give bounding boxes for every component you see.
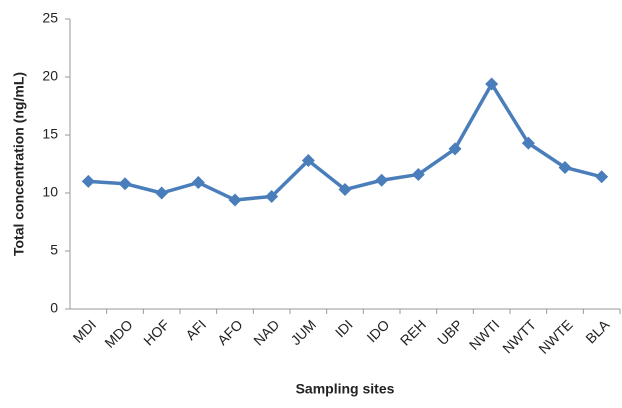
marker bbox=[265, 189, 279, 203]
y-tick-label: 10 bbox=[42, 184, 58, 200]
x-tick-label: NWTT bbox=[499, 316, 539, 356]
x-tick-label: IDI bbox=[332, 316, 356, 340]
y-axis-title: Total concentration (ng/mL) bbox=[11, 72, 27, 256]
x-tick-label: MDO bbox=[101, 316, 135, 350]
x-axis-title: Sampling sites bbox=[296, 381, 395, 397]
marker bbox=[118, 177, 132, 191]
x-tick-label: NAD bbox=[250, 316, 282, 348]
x-tick-label: AFI bbox=[182, 316, 209, 343]
marker bbox=[301, 154, 315, 168]
marker bbox=[155, 186, 169, 200]
y-tick-label: 20 bbox=[42, 68, 58, 84]
marker bbox=[338, 183, 352, 197]
y-tick-label: 0 bbox=[50, 300, 58, 316]
marker bbox=[191, 176, 205, 190]
x-tick-label: NWTI bbox=[466, 316, 503, 353]
x-tick-label: AFO bbox=[214, 316, 246, 348]
x-tick-label: IDO bbox=[363, 316, 392, 345]
marker bbox=[485, 77, 499, 91]
marker bbox=[375, 173, 389, 187]
marker bbox=[595, 170, 609, 184]
x-tick-label: JUM bbox=[287, 316, 319, 348]
marker bbox=[558, 160, 572, 174]
marker bbox=[81, 174, 95, 188]
marker bbox=[521, 136, 535, 150]
y-tick-label: 25 bbox=[42, 10, 58, 26]
y-tick-label: 15 bbox=[42, 126, 58, 142]
marker bbox=[448, 142, 462, 156]
x-tick-label: NWTE bbox=[535, 316, 575, 356]
x-tick-label: MDI bbox=[70, 316, 99, 345]
x-tick-label: UBP bbox=[434, 316, 466, 348]
x-tick-label: BLA bbox=[582, 316, 612, 346]
marker bbox=[411, 167, 425, 181]
marker bbox=[228, 193, 242, 207]
x-tick-label: HOF bbox=[140, 316, 172, 348]
x-tick-label: REH bbox=[397, 316, 429, 348]
y-tick-label: 5 bbox=[50, 242, 58, 258]
